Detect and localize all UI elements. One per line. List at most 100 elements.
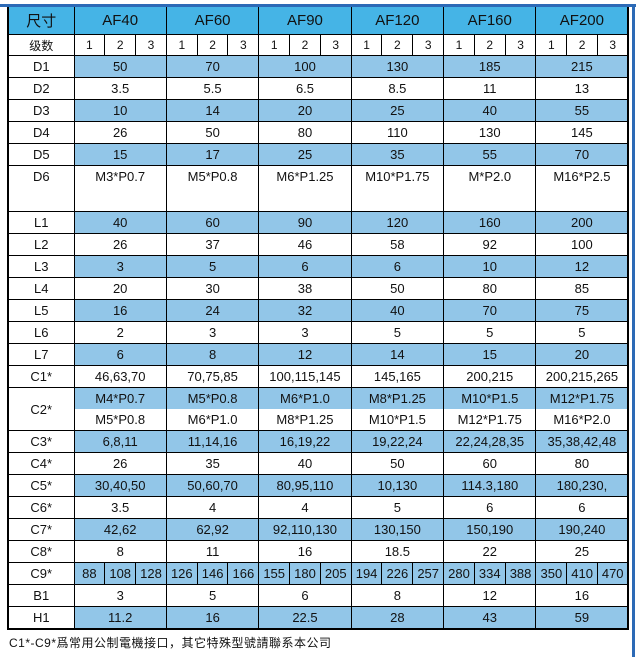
value-cell: 194 xyxy=(350,562,383,585)
value-cell: 190,240 xyxy=(535,518,629,541)
row-label: C6* xyxy=(7,496,75,519)
stage-cell: 2 xyxy=(289,34,321,56)
value-cell: 200 xyxy=(535,211,629,234)
value-cell: M6*P1.0 xyxy=(258,387,352,409)
value-cell: 4 xyxy=(165,496,260,519)
value-cell: 80 xyxy=(258,121,352,144)
value-cell: 30,40,50 xyxy=(73,474,167,497)
value-cell: 32 xyxy=(258,299,352,322)
value-cell: 5 xyxy=(165,584,260,607)
row-label: L1 xyxy=(7,211,75,234)
value-cell: 5.5 xyxy=(165,77,260,100)
value-cell: 155 xyxy=(258,562,291,585)
row-label: B1 xyxy=(7,584,75,607)
table-row: D5 15 17 25 35 55 70 xyxy=(7,143,629,166)
row-label: C3* xyxy=(7,430,75,453)
row-label: L2 xyxy=(7,233,75,256)
value-cell: 180,230, xyxy=(535,474,629,497)
value-cell: 145,165 xyxy=(350,365,445,388)
value-cell: M16*P2.5 xyxy=(535,165,629,212)
value-cell: 388 xyxy=(504,562,537,585)
table-row: C5* 30,40,50 50,60,70 80,95,110 10,130 114.3,… xyxy=(7,474,629,497)
stage-cell: 2 xyxy=(196,34,229,56)
value-cell: M16*P2.0 xyxy=(535,409,629,431)
stage-cell: 3 xyxy=(504,34,537,56)
value-cell: 11 xyxy=(443,77,537,100)
value-cell: 15 xyxy=(73,143,167,166)
value-cell: 50,60,70 xyxy=(165,474,260,497)
value-cell: 70,75,85 xyxy=(165,365,260,388)
value-cell: 180 xyxy=(289,562,321,585)
value-cell: 22,24,28,35 xyxy=(443,430,537,453)
value-cell: 19,22,24 xyxy=(350,430,445,453)
value-cell: 20 xyxy=(73,277,167,300)
value-cell: 3 xyxy=(73,255,167,278)
header-row: 尺寸 AF40 AF60 AF90 AF120 AF160 AF200 xyxy=(7,4,629,35)
value-cell: M6*P1.0 xyxy=(165,409,260,431)
size-column-header: 尺寸 xyxy=(7,4,75,35)
row-label: D1 xyxy=(7,55,75,78)
value-cell: 50 xyxy=(73,55,167,78)
value-cell: 146 xyxy=(196,562,229,585)
value-cell: 470 xyxy=(597,562,629,585)
value-cell: 35 xyxy=(350,143,445,166)
value-cell: 100 xyxy=(258,55,352,78)
value-cell: 410 xyxy=(566,562,599,585)
value-cell: 62,92 xyxy=(165,518,260,541)
value-cell: 88 xyxy=(73,562,106,585)
value-cell: 6 xyxy=(258,584,352,607)
row-label: D2 xyxy=(7,77,75,100)
group-header: AF200 xyxy=(535,4,629,35)
stage-cell: 1 xyxy=(350,34,383,56)
row-label: L3 xyxy=(7,255,75,278)
value-cell: 130 xyxy=(350,55,445,78)
value-cell: 46 xyxy=(258,233,352,256)
value-cell: 80,95,110 xyxy=(258,474,352,497)
value-cell: 16,19,22 xyxy=(258,430,352,453)
value-cell: 130 xyxy=(443,121,537,144)
table-row: L1 40 60 90 120 160 200 xyxy=(7,211,629,234)
value-cell: 37 xyxy=(165,233,260,256)
value-cell: 6 xyxy=(443,496,537,519)
stage-cell: 1 xyxy=(165,34,198,56)
row-label: H1 xyxy=(7,606,75,630)
value-cell: 3.5 xyxy=(73,496,167,519)
value-cell: 92,110,130 xyxy=(258,518,352,541)
table-row: D3 10 14 20 25 40 55 xyxy=(7,99,629,122)
value-cell: 50 xyxy=(165,121,260,144)
table-row: L5 16 24 32 40 70 75 xyxy=(7,299,629,322)
value-cell: 58 xyxy=(350,233,445,256)
value-cell: 11.2 xyxy=(73,606,167,630)
row-label: C1* xyxy=(7,365,75,388)
table-row: D2 3.5 5.5 6.5 8.5 11 13 xyxy=(7,77,629,100)
value-cell: 26 xyxy=(73,121,167,144)
value-cell: 5 xyxy=(535,321,629,344)
value-cell: 6.5 xyxy=(258,77,352,100)
value-cell: 15 xyxy=(443,343,537,366)
value-cell: 80 xyxy=(443,277,537,300)
value-cell: 215 xyxy=(535,55,629,78)
value-cell: M12*P1.75 xyxy=(535,387,629,409)
value-cell: 6 xyxy=(350,255,445,278)
row-label: C7* xyxy=(7,518,75,541)
row-label: C8* xyxy=(7,540,75,563)
stage-cell: 1 xyxy=(535,34,568,56)
value-cell: 5 xyxy=(443,321,537,344)
group-header: AF90 xyxy=(258,4,352,35)
value-cell: 100 xyxy=(535,233,629,256)
value-cell: 114.3,180 xyxy=(443,474,537,497)
value-cell: 3 xyxy=(258,321,352,344)
stage-cell: 3 xyxy=(135,34,167,56)
value-cell: 120 xyxy=(350,211,445,234)
table-row: L4 20 30 38 50 80 85 xyxy=(7,277,629,300)
right-accent-line xyxy=(632,4,635,657)
value-cell: 40 xyxy=(350,299,445,322)
group-header: AF40 xyxy=(73,4,167,35)
value-cell: 12 xyxy=(535,255,629,278)
value-cell: 42,62 xyxy=(73,518,167,541)
value-cell: M4*P0.7 xyxy=(73,387,167,409)
value-cell: 40 xyxy=(73,211,167,234)
value-cell: M10*P1.75 xyxy=(350,165,445,212)
value-cell: M10*P1.5 xyxy=(443,387,537,409)
value-cell: 6 xyxy=(73,343,167,366)
